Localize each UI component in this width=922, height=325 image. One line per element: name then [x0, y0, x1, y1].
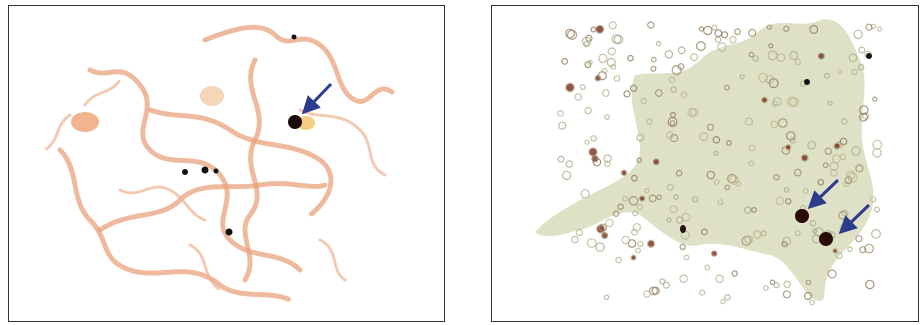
ring [631, 255, 636, 260]
ring [834, 143, 840, 149]
ring [596, 25, 604, 33]
ring [566, 83, 575, 92]
silver-grain [795, 209, 809, 223]
ring [640, 196, 645, 201]
ring [819, 53, 825, 59]
dot [182, 169, 188, 175]
figure [0, 0, 922, 325]
ring [786, 145, 791, 150]
ring [712, 251, 717, 256]
silver-grain [288, 115, 302, 129]
ring [647, 240, 654, 247]
ring [833, 249, 837, 253]
panel-frame [9, 6, 445, 322]
dot [292, 35, 297, 40]
dot [804, 79, 810, 85]
ring [589, 148, 597, 156]
left-panel [9, 6, 445, 322]
ring [597, 225, 605, 233]
dot [202, 167, 209, 174]
dot [680, 225, 686, 233]
ring [762, 97, 768, 103]
page: (() => { const svg = document.getElement… [0, 0, 922, 325]
ring [654, 159, 659, 164]
blob [200, 86, 224, 106]
dot [214, 169, 219, 174]
right-panel [492, 6, 919, 322]
ring [621, 170, 627, 176]
blob [71, 112, 99, 132]
ring [602, 233, 608, 239]
dot [226, 229, 233, 236]
silver-grain [819, 232, 833, 246]
dot [866, 53, 872, 59]
ring [801, 155, 808, 162]
